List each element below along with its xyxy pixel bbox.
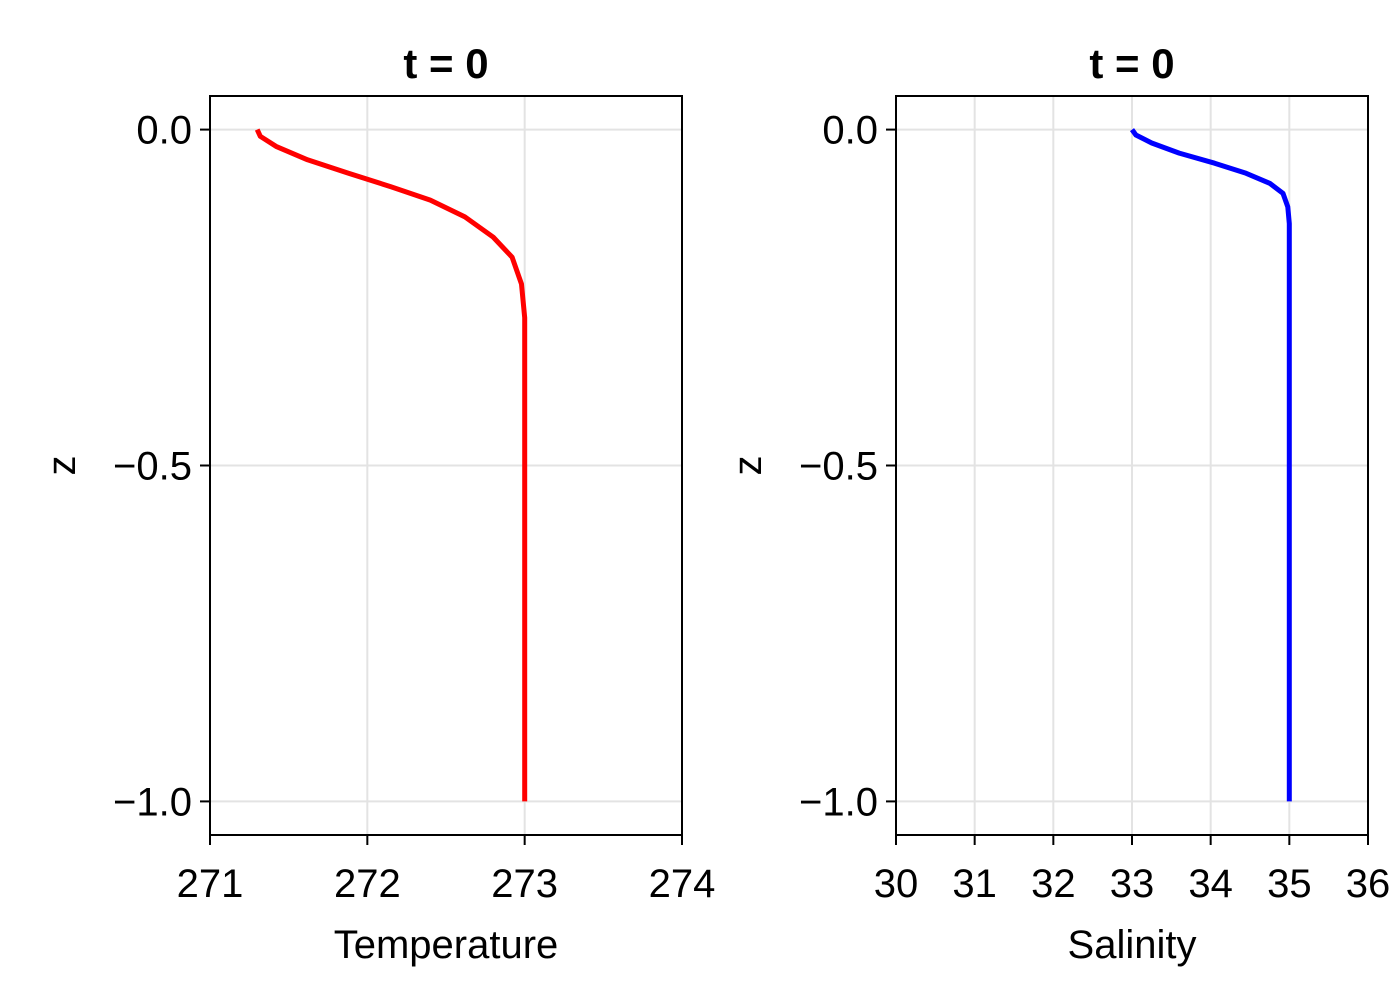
x-axis-label: Temperature (334, 923, 559, 967)
series-line-1 (254, 128, 528, 802)
plot-frame (209, 95, 683, 836)
panel-1: 271 272 273 274 0.0 −0.5 −1.0 t = 0 Temperature z (40, 40, 715, 967)
y-tick-label: 0.0 (136, 109, 192, 153)
panel-2: 30 31 32 33 34 35 36 0.0 −0.5 −1.0 t = 0 Salinity z (726, 40, 1390, 967)
x-tick-label: 36 (1346, 862, 1391, 906)
y-tick-label: −0.5 (799, 445, 878, 489)
chart-title: t = 0 (1089, 40, 1174, 87)
y-tick-label: 0.0 (822, 109, 878, 153)
plot-frame (895, 95, 1369, 836)
x-tick-label: 273 (491, 862, 558, 906)
series-line-1 (1129, 128, 1292, 802)
x-tick-label: 35 (1267, 862, 1312, 906)
y-axis-label: z (40, 456, 84, 476)
x-tick-label: 34 (1188, 862, 1233, 906)
chart-title: t = 0 (403, 40, 488, 87)
x-tick-label: 274 (649, 862, 716, 906)
y-axis-label: z (726, 456, 770, 476)
x-tick-label: 272 (334, 862, 401, 906)
x-axis-label: Salinity (1068, 923, 1197, 967)
y-tick-label: −1.0 (113, 780, 192, 824)
x-tick-label: 33 (1110, 862, 1155, 906)
x-tick-label: 31 (952, 862, 997, 906)
y-tick-label: −1.0 (799, 780, 878, 824)
y-tick-label: −0.5 (113, 445, 192, 489)
x-tick-label: 271 (177, 862, 244, 906)
x-tick-label: 32 (1031, 862, 1076, 906)
x-tick-label: 30 (874, 862, 919, 906)
